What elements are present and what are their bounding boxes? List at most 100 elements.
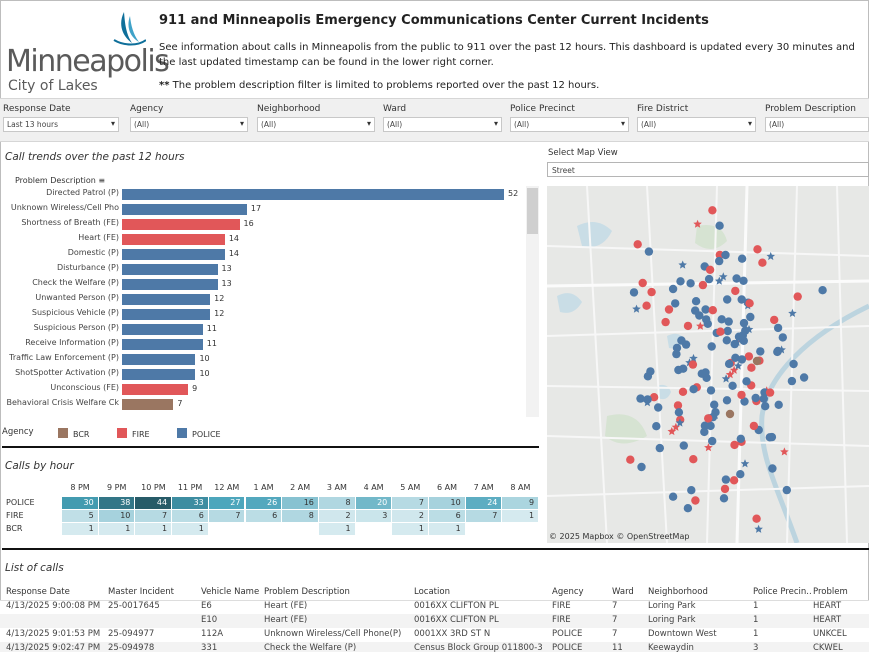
hour-cell[interactable]: 10 bbox=[98, 510, 135, 522]
table-column-header[interactable]: Problem Description bbox=[264, 587, 350, 597]
bar[interactable] bbox=[122, 204, 247, 215]
incident-marker bbox=[672, 343, 682, 353]
hour-cell[interactable]: 5 bbox=[62, 510, 98, 522]
table-column-header[interactable]: Vehicle Name bbox=[201, 587, 260, 597]
table-cell: Loring Park bbox=[648, 601, 696, 611]
sort-icon[interactable]: ≡ bbox=[98, 176, 106, 185]
fire-district-select[interactable]: (All) ▾ bbox=[637, 117, 756, 132]
bar[interactable] bbox=[122, 234, 225, 245]
bar[interactable] bbox=[122, 324, 203, 335]
bar[interactable] bbox=[122, 279, 218, 290]
table-column-header[interactable]: Police Precin.. bbox=[753, 587, 812, 597]
incident-marker bbox=[729, 365, 739, 374]
table-row[interactable] bbox=[0, 614, 869, 628]
bar[interactable] bbox=[122, 399, 174, 410]
hour-header: 9 PM bbox=[107, 483, 127, 492]
table-column-header[interactable]: Ward bbox=[612, 587, 634, 597]
incident-marker bbox=[708, 206, 717, 215]
legend-bcr[interactable]: BCR bbox=[58, 428, 90, 439]
neighborhood-select[interactable]: (All) ▾ bbox=[257, 117, 375, 132]
hourly-title: Calls by hour bbox=[5, 460, 74, 472]
bar[interactable] bbox=[122, 369, 196, 380]
table-column-header[interactable]: Location bbox=[414, 587, 450, 597]
bar[interactable] bbox=[122, 354, 196, 365]
ward-select[interactable]: (All) ▾ bbox=[383, 117, 502, 132]
hour-cell[interactable]: 6 bbox=[172, 510, 208, 522]
map-view-select[interactable]: Street bbox=[547, 162, 869, 177]
hour-cell[interactable]: 1 bbox=[502, 510, 539, 522]
hour-cell[interactable]: 7 bbox=[465, 510, 502, 522]
incident-marker bbox=[728, 381, 737, 390]
hour-cell[interactable]: 20 bbox=[355, 497, 392, 509]
hour-cell[interactable]: 8 bbox=[318, 497, 355, 509]
bar[interactable] bbox=[122, 189, 504, 200]
hour-cell[interactable]: 44 bbox=[135, 497, 172, 509]
table-column-header[interactable]: Problem bbox=[813, 587, 848, 597]
hour-cell[interactable]: 26 bbox=[245, 497, 282, 509]
hour-cell[interactable]: 1 bbox=[392, 523, 428, 535]
hour-cell[interactable]: 1 bbox=[429, 523, 465, 535]
table-column-header[interactable]: Response Date bbox=[6, 587, 70, 597]
hour-cell[interactable]: 1 bbox=[62, 523, 98, 535]
hour-cell[interactable]: 38 bbox=[98, 497, 135, 509]
bar[interactable] bbox=[122, 384, 189, 395]
bar-label: Suspicious Vehicle (P) bbox=[31, 308, 119, 317]
incident-marker bbox=[719, 272, 728, 281]
hour-cell[interactable]: 1 bbox=[98, 523, 135, 535]
hour-cell[interactable] bbox=[246, 523, 282, 535]
hour-cell[interactable]: 7 bbox=[208, 510, 245, 522]
hour-cell[interactable]: 2 bbox=[318, 510, 355, 522]
hour-cell[interactable]: 30 bbox=[62, 497, 98, 509]
agency-select[interactable]: (All) ▾ bbox=[130, 117, 248, 132]
incident-map[interactable] bbox=[547, 186, 869, 543]
hour-cell[interactable]: 7 bbox=[392, 497, 428, 509]
chart-scrollbar[interactable] bbox=[526, 186, 539, 417]
hour-header: 2 AM bbox=[290, 483, 311, 492]
table-cell: 4/13/2025 9:01:53 PM bbox=[6, 629, 101, 639]
chart-scrollbar-thumb[interactable] bbox=[527, 188, 538, 234]
hour-cell[interactable]: 6 bbox=[429, 510, 465, 522]
response-date-select[interactable]: Last 13 hours ▾ bbox=[3, 117, 119, 132]
hour-cell[interactable]: 7 bbox=[135, 510, 172, 522]
legend-fire[interactable]: FIRE bbox=[117, 428, 150, 439]
bar[interactable] bbox=[122, 294, 211, 305]
bar-value-label: 16 bbox=[243, 219, 254, 228]
bar[interactable] bbox=[122, 249, 225, 260]
hour-cell[interactable] bbox=[209, 523, 245, 535]
table-column-header[interactable]: Agency bbox=[552, 587, 584, 597]
hour-cell[interactable] bbox=[356, 523, 392, 535]
table-row[interactable] bbox=[0, 642, 869, 652]
hour-cell[interactable]: 33 bbox=[172, 497, 208, 509]
hour-cell[interactable]: 1 bbox=[318, 523, 355, 535]
hour-cell[interactable]: 1 bbox=[135, 523, 172, 535]
hour-cell[interactable]: 2 bbox=[392, 510, 428, 522]
table-cell: HEART bbox=[813, 615, 842, 625]
bar[interactable] bbox=[122, 339, 203, 350]
filter-bar: Response Date Last 13 hours ▾ Agency (All… bbox=[0, 98, 869, 142]
hour-cell[interactable]: 10 bbox=[429, 497, 465, 509]
hour-cell[interactable] bbox=[466, 523, 502, 535]
hour-cell[interactable]: 16 bbox=[282, 497, 318, 509]
hour-cell[interactable]: 8 bbox=[282, 510, 318, 522]
map-canvas[interactable] bbox=[547, 186, 869, 543]
problem-description-select[interactable]: (All) bbox=[765, 117, 869, 132]
hour-cell[interactable]: 9 bbox=[502, 497, 539, 509]
hour-cell[interactable]: 27 bbox=[208, 497, 245, 509]
table-row[interactable] bbox=[0, 600, 869, 614]
legend-police[interactable]: POLICE bbox=[177, 428, 221, 439]
table-column-header[interactable]: Master Incident bbox=[108, 587, 175, 597]
problem-description-header[interactable]: Problem Description ≡ bbox=[15, 176, 106, 185]
table-column-header[interactable]: Neighborhood bbox=[648, 587, 708, 597]
hour-cell[interactable] bbox=[502, 523, 538, 535]
hour-cell[interactable]: 24 bbox=[465, 497, 502, 509]
bar[interactable] bbox=[122, 264, 218, 275]
bar[interactable] bbox=[122, 309, 211, 320]
hour-cell[interactable]: 1 bbox=[172, 523, 208, 535]
hour-cell[interactable]: 6 bbox=[245, 510, 282, 522]
incident-marker bbox=[674, 365, 683, 375]
police-precinct-select[interactable]: (All) ▾ bbox=[510, 117, 629, 132]
hour-cell[interactable] bbox=[282, 523, 318, 535]
table-row[interactable] bbox=[0, 628, 869, 642]
bar[interactable] bbox=[122, 219, 240, 230]
hour-cell[interactable]: 3 bbox=[355, 510, 392, 522]
